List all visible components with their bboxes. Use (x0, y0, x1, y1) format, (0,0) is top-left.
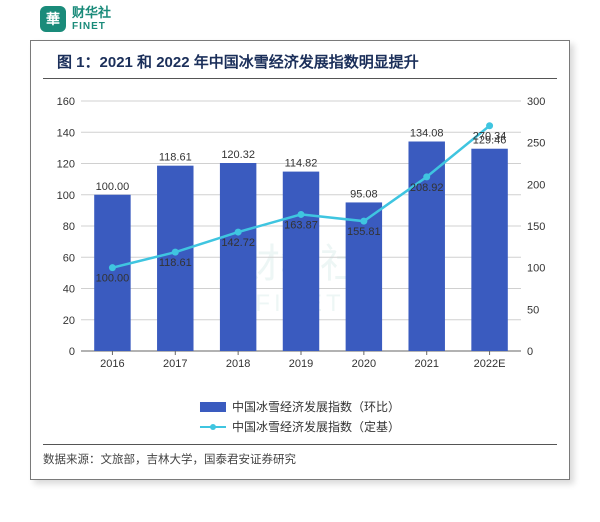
line-value-label: 100.00 (96, 273, 130, 285)
x-tick-label: 2021 (414, 358, 438, 370)
line-marker (360, 218, 367, 225)
left-tick: 160 (57, 96, 75, 108)
bar (220, 163, 256, 351)
bar-value-label: 114.82 (285, 158, 318, 170)
x-tick-label: 2018 (226, 358, 250, 370)
bar-value-label: 120.32 (221, 149, 255, 161)
line-marker (172, 249, 179, 256)
left-tick: 40 (63, 284, 75, 296)
right-tick: 0 (527, 346, 533, 358)
line-marker (423, 173, 430, 180)
brand-name-en: FINET (72, 21, 111, 32)
legend-swatch-bar (200, 402, 226, 412)
line-value-label: 155.81 (347, 226, 381, 238)
source-line: 数据来源：文旅部，吉林大学，国泰君安证券研究 (43, 444, 557, 467)
line-marker (298, 211, 305, 218)
line-marker (486, 122, 493, 129)
chart-legend: 中国冰雪经济发展指数（环比） 中国冰雪经济发展指数（定基） (200, 398, 400, 435)
chart-svg: 0204060801001201401600501001502002503001… (81, 91, 521, 381)
line-value-label: 163.87 (284, 219, 318, 231)
bar-value-label: 100.00 (96, 181, 130, 193)
legend-swatch-line (200, 426, 226, 428)
line-value-label: 208.92 (410, 182, 444, 194)
line-value-label: 142.72 (221, 237, 255, 249)
line-value-label: 118.61 (159, 257, 192, 269)
right-tick: 200 (527, 179, 545, 191)
left-tick: 140 (57, 127, 75, 139)
bar-value-label: 118.61 (159, 152, 192, 164)
brand-logo-text: 财华社 FINET (72, 6, 111, 31)
legend-label-line: 中国冰雪经济发展指数（定基） (232, 418, 400, 435)
bar (408, 142, 444, 352)
brand-logo: 華 财华社 FINET (40, 6, 111, 32)
legend-label-bar: 中国冰雪经济发展指数（环比） (232, 398, 400, 415)
left-tick: 20 (63, 315, 75, 327)
x-tick-label: 2020 (352, 358, 376, 370)
line-marker (235, 229, 242, 236)
bar-value-label: 95.08 (350, 188, 378, 200)
chart-plot: 0204060801001201401600501001502002503001… (81, 91, 521, 381)
brand-logo-icon: 華 (40, 6, 66, 32)
right-tick: 100 (527, 263, 545, 275)
left-tick: 60 (63, 252, 75, 264)
x-tick-label: 2022E (474, 358, 506, 370)
right-tick: 250 (527, 138, 545, 150)
x-tick-label: 2016 (100, 358, 124, 370)
legend-item-bar: 中国冰雪经济发展指数（环比） (200, 398, 400, 415)
x-tick-label: 2017 (163, 358, 187, 370)
line-value-label: 270.34 (473, 131, 507, 143)
left-tick: 80 (63, 221, 75, 233)
bar (283, 172, 319, 351)
right-tick: 150 (527, 221, 545, 233)
right-tick: 50 (527, 304, 539, 316)
bar (346, 202, 382, 351)
x-tick-label: 2019 (289, 358, 313, 370)
chart-card: 图 1：2021 和 2022 年中国冰雪经济发展指数明显提升 财华社 FINE… (30, 40, 570, 480)
chart-title: 图 1：2021 和 2022 年中国冰雪经济发展指数明显提升 (43, 41, 557, 79)
legend-item-line: 中国冰雪经济发展指数（定基） (200, 418, 400, 435)
bar (471, 149, 507, 351)
left-tick: 120 (57, 159, 75, 171)
left-tick: 100 (57, 190, 75, 202)
right-tick: 300 (527, 96, 545, 108)
left-tick: 0 (69, 346, 75, 358)
brand-name-cn: 财华社 (72, 6, 111, 20)
bar-value-label: 134.08 (410, 128, 444, 140)
line-marker (109, 264, 116, 271)
